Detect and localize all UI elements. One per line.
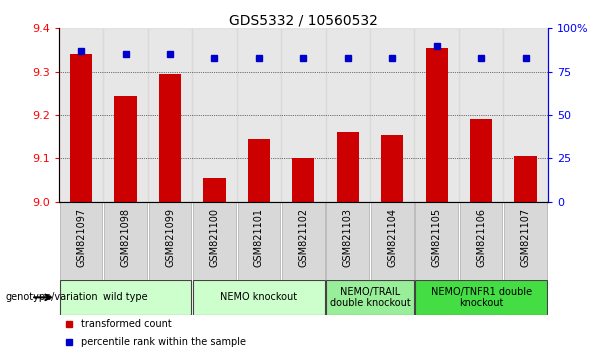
Text: GSM821104: GSM821104 (387, 208, 397, 267)
Bar (148, 202, 191, 280)
Bar (192, 28, 237, 202)
Bar (282, 202, 325, 280)
Text: wild type: wild type (103, 292, 148, 302)
Text: GSM821099: GSM821099 (165, 208, 175, 267)
Bar (292, 158, 315, 202)
Text: GSM821097: GSM821097 (76, 208, 86, 267)
Bar (148, 28, 192, 202)
Text: GSM821103: GSM821103 (343, 208, 353, 267)
Bar (470, 119, 492, 202)
Bar (104, 202, 147, 280)
Bar (70, 54, 92, 202)
Bar (281, 28, 326, 202)
Bar (415, 280, 547, 315)
Text: NEMO knockout: NEMO knockout (220, 292, 297, 302)
Bar (103, 28, 148, 202)
Bar (114, 96, 137, 202)
Bar (60, 202, 102, 280)
Text: transformed count: transformed count (81, 319, 171, 329)
Bar (514, 156, 537, 202)
Title: GDS5332 / 10560532: GDS5332 / 10560532 (229, 13, 378, 27)
Text: genotype/variation: genotype/variation (6, 292, 98, 302)
Bar (193, 280, 325, 315)
Bar (459, 28, 504, 202)
Bar (193, 202, 236, 280)
Text: GSM821101: GSM821101 (254, 208, 264, 267)
Bar (425, 48, 448, 202)
Bar (326, 280, 413, 315)
Bar (415, 28, 459, 202)
Bar (504, 28, 548, 202)
Text: GSM821107: GSM821107 (521, 208, 531, 267)
Bar (237, 28, 281, 202)
Bar (381, 135, 403, 202)
Bar (237, 202, 280, 280)
Text: NEMO/TNFR1 double
knockout: NEMO/TNFR1 double knockout (431, 286, 532, 308)
Text: NEMO/TRAIL
double knockout: NEMO/TRAIL double knockout (330, 286, 411, 308)
Bar (248, 139, 270, 202)
Bar (371, 202, 413, 280)
Bar (504, 202, 547, 280)
Text: GSM821098: GSM821098 (121, 208, 131, 267)
Bar (159, 74, 181, 202)
Bar (460, 202, 502, 280)
Bar (60, 280, 191, 315)
Text: GSM821100: GSM821100 (210, 208, 220, 267)
Text: GSM821102: GSM821102 (299, 208, 308, 267)
Bar (337, 132, 359, 202)
Bar (203, 178, 226, 202)
Bar (326, 202, 369, 280)
Text: GSM821106: GSM821106 (476, 208, 486, 267)
Bar (415, 202, 458, 280)
Text: percentile rank within the sample: percentile rank within the sample (81, 337, 246, 347)
Bar (59, 28, 103, 202)
Bar (370, 28, 415, 202)
Bar (326, 28, 370, 202)
Text: GSM821105: GSM821105 (432, 208, 442, 267)
